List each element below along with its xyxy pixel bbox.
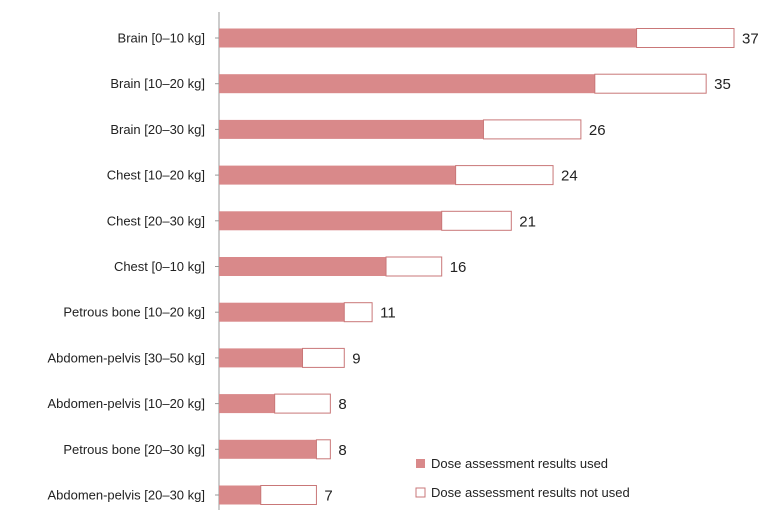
legend-swatch xyxy=(416,459,425,468)
bar-not-used xyxy=(343,302,373,323)
total-value-label: 7 xyxy=(324,488,332,505)
category-label: Chest [20–30 kg] xyxy=(107,213,205,228)
bar-used xyxy=(219,211,442,231)
category-label: Abdomen-pelvis [10–20 kg] xyxy=(47,396,205,411)
legend-swatch xyxy=(415,487,426,498)
category-label: Abdomen-pelvis [30–50 kg] xyxy=(47,350,205,365)
legend-label: Dose assessment results not used xyxy=(431,485,630,500)
category-label: Chest [0–10 kg] xyxy=(114,259,205,274)
bar-used xyxy=(219,74,595,94)
bar-not-used xyxy=(302,347,345,368)
bar-not-used xyxy=(260,485,317,505)
total-value-label: 37 xyxy=(742,31,759,48)
bar-not-used xyxy=(315,439,331,460)
category-label: Petrous bone [20–30 kg] xyxy=(63,442,205,457)
total-value-label: 8 xyxy=(338,396,346,413)
category-label: Chest [10–20 kg] xyxy=(107,168,205,183)
category-label: Brain [20–30 kg] xyxy=(110,122,205,137)
category-label: Petrous bone [10–20 kg] xyxy=(63,305,205,320)
bar-not-used xyxy=(482,119,582,140)
bar-used xyxy=(219,394,275,414)
legend-item-used: Dose assessment results used xyxy=(416,456,608,471)
total-value-label: 35 xyxy=(714,76,731,93)
bar-used xyxy=(219,348,303,368)
total-value-label: 11 xyxy=(380,305,396,322)
bar-used xyxy=(219,28,637,48)
bar-used xyxy=(219,165,456,185)
bar-used xyxy=(219,302,345,322)
total-value-label: 16 xyxy=(450,259,467,276)
bar-not-used xyxy=(455,165,554,186)
legend-item-not-used: Dose assessment results not used xyxy=(415,485,630,500)
total-value-label: 24 xyxy=(561,168,578,185)
bar-not-used xyxy=(594,73,707,94)
total-value-label: 8 xyxy=(338,442,346,459)
bar-used xyxy=(219,257,387,276)
bar-not-used xyxy=(274,393,331,414)
bar-used xyxy=(219,119,484,139)
total-value-label: 21 xyxy=(519,213,536,230)
bar-used xyxy=(219,439,317,459)
total-value-label: 26 xyxy=(589,122,606,139)
bar-used xyxy=(219,485,261,505)
legend-label: Dose assessment results used xyxy=(431,456,608,471)
bar-not-used xyxy=(636,28,735,48)
total-value-label: 9 xyxy=(352,350,360,367)
category-label: Brain [0–10 kg] xyxy=(118,31,205,46)
category-label: Brain [10–20 kg] xyxy=(110,76,205,91)
bar-not-used xyxy=(385,256,443,277)
category-label: Abdomen-pelvis [20–30 kg] xyxy=(47,488,205,503)
bar-not-used xyxy=(441,210,512,231)
